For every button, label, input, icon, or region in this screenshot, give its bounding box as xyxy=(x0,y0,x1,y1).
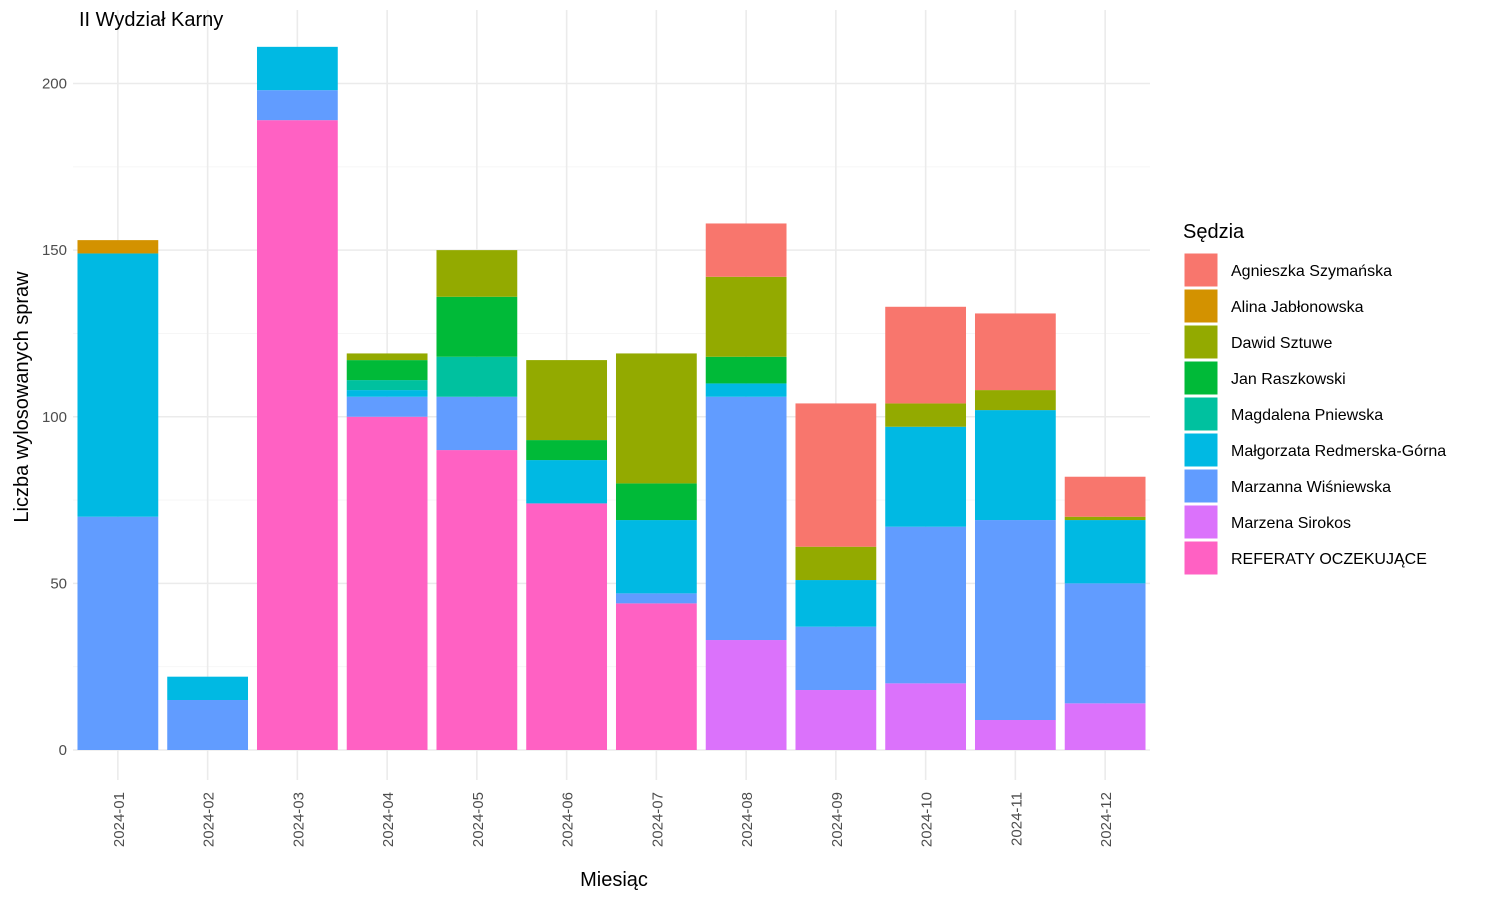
legend-label: Marzanna Wiśniewska xyxy=(1231,479,1391,496)
chart-title: II Wydział Karny xyxy=(79,9,223,31)
bar-segment xyxy=(256,46,338,91)
bar-segment xyxy=(615,483,697,521)
x-axis-title: Miesiąc xyxy=(580,869,648,891)
bar-segment xyxy=(436,356,518,397)
y-tick-label: 0 xyxy=(59,742,67,759)
bar-segment xyxy=(974,313,1056,391)
bar-segment xyxy=(885,683,967,750)
legend-title: Sędzia xyxy=(1183,221,1245,243)
bar-segment xyxy=(795,580,877,627)
bar-segment xyxy=(436,296,518,357)
bar-segment xyxy=(705,383,787,397)
x-axis-ticks: 2024-01 2024-02 2024-03 2024-04 2024-05 2024-… xyxy=(111,792,1115,847)
legend-swatch xyxy=(1183,468,1219,504)
legend-label: Agnieszka Szymańska xyxy=(1231,263,1392,280)
bar-segment xyxy=(346,360,428,381)
bar-segment xyxy=(526,460,608,504)
bar-segment xyxy=(795,626,877,691)
legend: Sędzia Agnieszka Szymańska Alina Jabłonow… xyxy=(1183,221,1446,576)
y-tick-label: 200 xyxy=(42,76,67,93)
legend-swatch xyxy=(1183,540,1219,576)
bar-segment xyxy=(77,240,159,254)
legend-swatch xyxy=(1183,252,1219,288)
x-tick-label: 2024-05 xyxy=(470,792,487,847)
bar-segment xyxy=(795,546,877,581)
bar-segment xyxy=(974,410,1056,521)
x-tick-label: 2024-03 xyxy=(290,792,307,847)
bar-segment xyxy=(974,720,1056,750)
bar-segment xyxy=(615,603,697,750)
bar-segment xyxy=(615,353,697,484)
bar-segment xyxy=(436,450,518,750)
y-tick-label: 150 xyxy=(42,242,67,259)
legend-label: REFERATY OCZEKUJĄCE xyxy=(1231,551,1427,568)
legend-swatch xyxy=(1183,432,1219,468)
legend-label: Alina Jabłonowska xyxy=(1231,299,1364,316)
bar-segment xyxy=(974,520,1056,721)
x-tick-label: 2024-06 xyxy=(560,792,577,847)
bar-segment xyxy=(526,440,608,461)
bar-segment xyxy=(885,403,967,427)
bar-segment xyxy=(346,416,428,750)
legend-label: Jan Raszkowski xyxy=(1231,371,1346,388)
legend-label: Małgorzata Redmerska-Górna xyxy=(1231,443,1446,460)
bar-segment xyxy=(705,276,787,357)
bar-segment xyxy=(1064,583,1146,704)
bar-segment xyxy=(974,390,1056,411)
bar-segment xyxy=(526,503,608,750)
bar-segment xyxy=(346,353,428,361)
bar-segment xyxy=(615,520,697,594)
legend-swatch xyxy=(1183,396,1219,432)
x-tick-label: 2024-12 xyxy=(1098,792,1115,847)
legend-swatch xyxy=(1183,324,1219,360)
bar-segment xyxy=(346,380,428,391)
x-tick-label: 2024-11 xyxy=(1008,792,1025,846)
bar-segment xyxy=(885,526,967,684)
bar-segment xyxy=(1064,703,1146,750)
bar-segment xyxy=(885,306,967,404)
bar-segment xyxy=(436,396,518,451)
bar-segment xyxy=(705,356,787,384)
bar-segment xyxy=(77,516,159,750)
x-tick-label: 2024-02 xyxy=(201,792,218,847)
x-tick-label: 2024-09 xyxy=(829,792,846,847)
legend-swatch xyxy=(1183,360,1219,396)
x-tick-label: 2024-10 xyxy=(919,792,936,847)
bar-segment xyxy=(346,390,428,397)
y-tick-label: 50 xyxy=(50,575,67,592)
bar-segment xyxy=(256,120,338,751)
bar-segment xyxy=(256,90,338,121)
bar-segment xyxy=(885,426,967,527)
bar-segment xyxy=(615,593,697,604)
bar-segment xyxy=(795,690,877,750)
bar-segment xyxy=(1064,516,1146,521)
legend-label: Dawid Sztuwe xyxy=(1231,335,1332,352)
bar-segment xyxy=(167,700,249,750)
legend-label: Magdalena Pniewska xyxy=(1231,407,1383,424)
y-axis-title: Liczba wylosowanych spraw xyxy=(11,271,33,523)
x-tick-label: 2024-07 xyxy=(649,792,666,847)
bar-segment xyxy=(705,640,787,750)
legend-label: Marzena Sirokos xyxy=(1231,515,1351,532)
bar-segment xyxy=(1064,476,1146,517)
legend-swatch xyxy=(1183,288,1219,324)
bar-segment xyxy=(77,253,159,517)
bar-segment xyxy=(346,396,428,417)
bar-segment xyxy=(795,403,877,547)
bar-segment xyxy=(1064,520,1146,584)
bar-segment xyxy=(167,676,249,701)
x-tick-label: 2024-01 xyxy=(111,792,128,847)
bar-segment xyxy=(436,250,518,297)
bar-segment xyxy=(526,360,608,441)
bars xyxy=(77,46,1146,751)
legend-swatch xyxy=(1183,504,1219,540)
y-tick-label: 100 xyxy=(42,409,67,426)
y-axis-ticks: 0 50 100 150 200 xyxy=(42,76,67,760)
x-tick-label: 2024-04 xyxy=(380,792,397,847)
bar-segment xyxy=(705,396,787,641)
x-tick-label: 2024-08 xyxy=(739,792,756,847)
bar-segment xyxy=(705,223,787,277)
